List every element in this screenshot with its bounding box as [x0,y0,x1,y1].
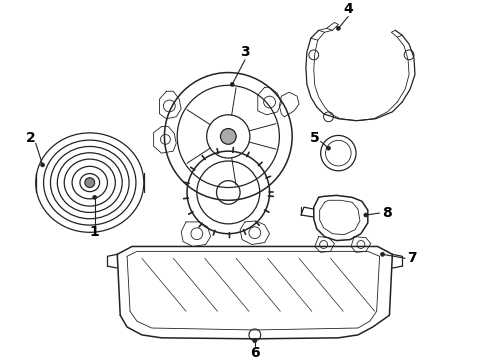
Circle shape [230,82,234,86]
Text: 5: 5 [310,131,319,145]
Circle shape [253,339,257,343]
Text: 6: 6 [250,346,260,360]
Circle shape [336,26,340,30]
Text: 7: 7 [407,251,417,265]
Text: 1: 1 [90,225,99,239]
Text: 4: 4 [343,2,353,16]
Text: 2: 2 [26,131,36,145]
Circle shape [93,195,97,199]
Circle shape [220,129,236,144]
Circle shape [85,178,95,188]
Text: 8: 8 [383,206,392,220]
Circle shape [326,146,330,150]
Circle shape [381,252,385,256]
Text: 3: 3 [240,45,250,59]
Circle shape [364,213,368,217]
Circle shape [41,163,45,167]
